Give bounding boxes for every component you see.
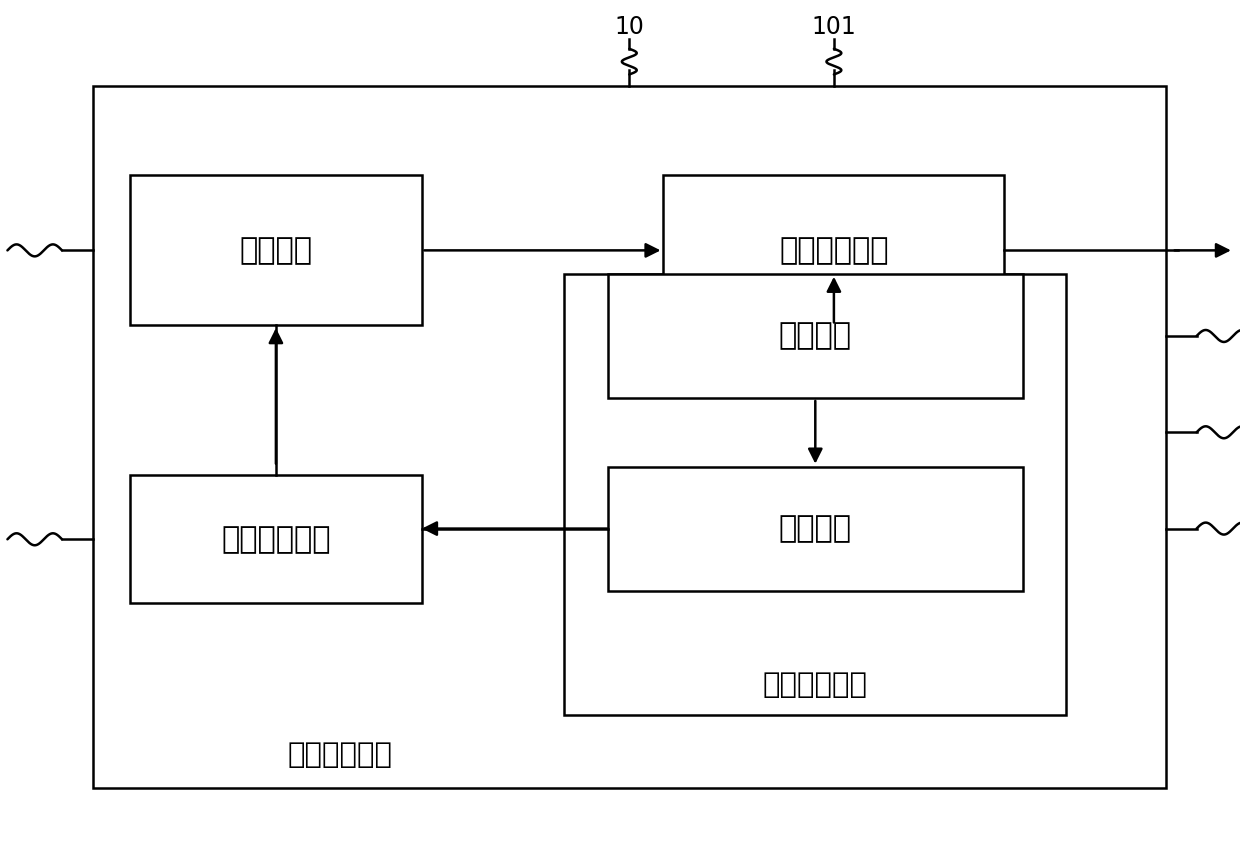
Text: 数据分析模块: 数据分析模块 bbox=[221, 525, 331, 554]
Text: 稳定量子光源: 稳定量子光源 bbox=[288, 741, 392, 769]
Bar bbox=[608, 467, 1023, 591]
Text: 10: 10 bbox=[614, 15, 645, 39]
Text: 101: 101 bbox=[811, 15, 857, 39]
Text: 光强探测模块: 光强探测模块 bbox=[763, 671, 868, 698]
Text: 强度调制模块: 强度调制模块 bbox=[779, 236, 889, 265]
Text: 相干光源: 相干光源 bbox=[239, 236, 312, 265]
Bar bbox=[608, 274, 1023, 398]
Text: 转换单元: 转换单元 bbox=[779, 514, 852, 543]
Text: 探测单元: 探测单元 bbox=[779, 322, 852, 350]
Bar bbox=[564, 274, 1066, 715]
Bar bbox=[130, 175, 422, 325]
Bar bbox=[663, 175, 1004, 325]
Bar bbox=[93, 86, 1166, 788]
Bar bbox=[130, 475, 422, 603]
